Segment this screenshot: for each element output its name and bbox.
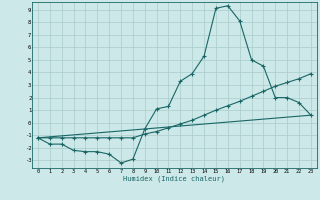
X-axis label: Humidex (Indice chaleur): Humidex (Indice chaleur) xyxy=(124,175,225,182)
